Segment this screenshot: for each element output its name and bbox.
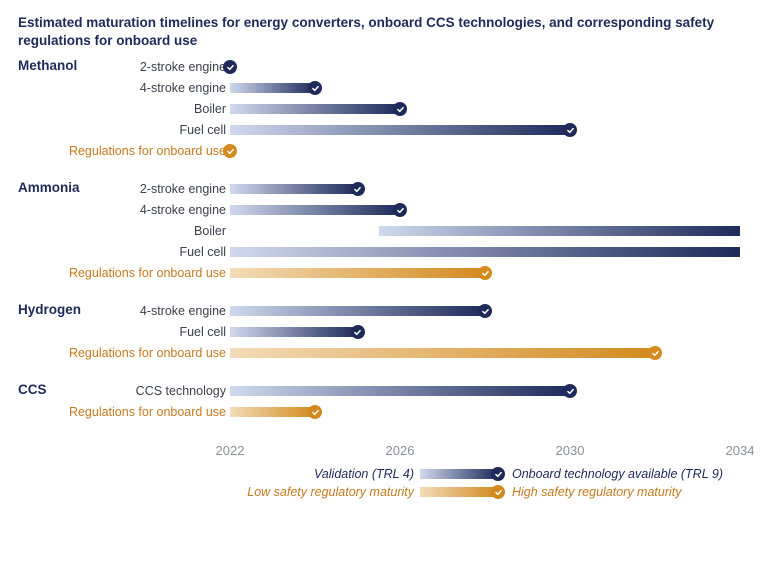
row-label: Fuel cell [179, 245, 226, 259]
legend-marker-icon [491, 467, 505, 481]
tech-complete-icon [563, 123, 577, 137]
tech-complete-icon [563, 384, 577, 398]
row-label: 4-stroke engine [140, 304, 226, 318]
row-label: 4-stroke engine [140, 203, 226, 217]
x-axis: 2022 2026 2030 2034 [0, 443, 770, 461]
reg-complete-icon [223, 144, 237, 158]
legend-row-tech: Validation (TRL 4) Onboard technology ava… [230, 465, 750, 483]
timeline-bar [230, 306, 485, 316]
row-label: 2-stroke engine [140, 182, 226, 196]
chart-title: Estimated maturation timelines for energ… [18, 14, 752, 50]
reg-complete-icon [308, 405, 322, 419]
group-ammonia: Ammonia2-stroke engine4-stroke engineBoi… [0, 180, 770, 284]
group-ccs: CCSCCS technologyRegulations for onboard… [0, 382, 770, 423]
axis-tick-label: 2034 [726, 443, 755, 458]
tech-complete-icon [308, 81, 322, 95]
timeline-bar [230, 83, 315, 93]
timeline-row: Regulations for onboard use [0, 142, 770, 162]
timeline-row: Regulations for onboard use [0, 403, 770, 423]
axis-tick-label: 2030 [556, 443, 585, 458]
group-methanol: Methanol2-stroke engine4-stroke engineBo… [0, 58, 770, 162]
timeline-row: 2-stroke engine [0, 180, 770, 200]
timeline-row: 4-stroke engine [0, 79, 770, 99]
row-label: Regulations for onboard use [69, 144, 226, 158]
tech-complete-icon [393, 102, 407, 116]
timeline-bar [230, 125, 570, 135]
timeline-bar [230, 268, 485, 278]
timeline-bar [230, 104, 400, 114]
row-label: 2-stroke engine [140, 60, 226, 74]
legend-left-label: Validation (TRL 4) [230, 467, 420, 481]
row-label: 4-stroke engine [140, 81, 226, 95]
row-label: Regulations for onboard use [69, 346, 226, 360]
row-label: Regulations for onboard use [69, 266, 226, 280]
axis-tick-label: 2026 [386, 443, 415, 458]
tech-complete-icon [393, 203, 407, 217]
timeline-row: Fuel cell [0, 121, 770, 141]
row-label: Boiler [194, 224, 226, 238]
tech-complete-icon [478, 304, 492, 318]
legend-right-label: High safety regulatory maturity [498, 485, 682, 499]
legend: Validation (TRL 4) Onboard technology ava… [230, 465, 750, 501]
timeline-row: 4-stroke engine [0, 201, 770, 221]
legend-row-reg: Low safety regulatory maturity High safet… [230, 483, 750, 501]
row-label: Boiler [194, 102, 226, 116]
timeline-bar [230, 348, 655, 358]
timeline-row: Fuel cell [0, 243, 770, 263]
axis-tick-label: 2022 [216, 443, 245, 458]
tech-complete-icon [351, 182, 365, 196]
timeline-bar [230, 247, 740, 257]
timeline-bar [230, 407, 315, 417]
reg-complete-icon [478, 266, 492, 280]
timeline-bar [230, 205, 400, 215]
timeline-chart: Methanol2-stroke engine4-stroke engineBo… [0, 58, 770, 424]
legend-right-label: Onboard technology available (TRL 9) [498, 467, 723, 481]
timeline-bar [379, 226, 740, 236]
legend-bar [420, 469, 498, 479]
row-label: Regulations for onboard use [69, 405, 226, 419]
timeline-row: Boiler [0, 222, 770, 242]
timeline-row: CCS technology [0, 382, 770, 402]
legend-left-label: Low safety regulatory maturity [230, 485, 420, 499]
timeline-row: 4-stroke engine [0, 302, 770, 322]
tech-complete-icon [223, 60, 237, 74]
row-label: Fuel cell [179, 325, 226, 339]
legend-bar [420, 487, 498, 497]
group-hydrogen: Hydrogen4-stroke engineFuel cellRegulati… [0, 302, 770, 364]
tech-complete-icon [351, 325, 365, 339]
timeline-bar [230, 184, 358, 194]
timeline-bar [230, 386, 570, 396]
timeline-row: Regulations for onboard use [0, 344, 770, 364]
timeline-row: 2-stroke engine [0, 58, 770, 78]
timeline-row: Boiler [0, 100, 770, 120]
row-label: CCS technology [136, 384, 226, 398]
timeline-row: Fuel cell [0, 323, 770, 343]
row-label: Fuel cell [179, 123, 226, 137]
reg-complete-icon [648, 346, 662, 360]
legend-marker-icon [491, 485, 505, 499]
timeline-row: Regulations for onboard use [0, 264, 770, 284]
timeline-bar [230, 327, 358, 337]
